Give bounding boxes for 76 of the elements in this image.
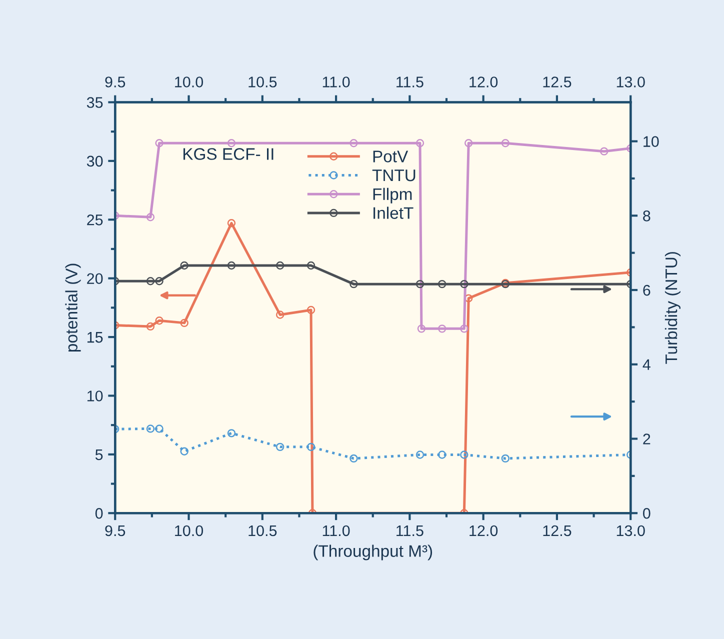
point: [146, 276, 155, 286]
point: [180, 261, 188, 270]
y-tick-label: 35: [86, 97, 103, 108]
point: [155, 316, 164, 325]
y2-tick-label: 10: [644, 136, 659, 147]
y2-tick-label: 8: [643, 210, 650, 222]
point: [438, 324, 446, 333]
legend-label: InletT: [374, 206, 414, 219]
x-tick-label: 13.0: [616, 525, 645, 536]
y-tick-label: 20: [87, 273, 103, 284]
x-tick-label: 9.5: [105, 525, 126, 536]
x2-tick-label: 11.5: [396, 76, 424, 88]
x-tick-label: 10.5: [248, 525, 277, 536]
y-tick-label: 25: [87, 214, 103, 226]
y-tick-label: 5: [95, 449, 103, 460]
point: [306, 261, 316, 270]
point: [460, 324, 468, 333]
y-tick-label: 10: [87, 390, 103, 402]
x2-tick-label: 12.5: [543, 76, 572, 88]
y2-tick-label: 4: [642, 359, 650, 370]
y-tick-label: 15: [87, 332, 103, 343]
point: [350, 139, 358, 148]
point: [276, 261, 284, 270]
point: [460, 280, 468, 288]
point: [438, 280, 446, 288]
point: [227, 261, 236, 270]
y2-tick-label: 6: [643, 284, 650, 296]
point: [146, 424, 155, 433]
point: [460, 450, 468, 459]
y2-tick-label: 2: [643, 434, 650, 444]
legend-label: Fllpm: [373, 188, 412, 204]
x2-tick-label: 13.0: [616, 76, 645, 88]
x-axis-title: (Throughput M³): [314, 544, 432, 560]
y2-tick-label: 0: [643, 508, 650, 519]
point: [146, 322, 155, 331]
legend-label: PotV: [373, 150, 408, 162]
x2-tick-label: 10.5: [248, 76, 277, 88]
point: [180, 318, 188, 328]
x2-tick-label: 9.5: [105, 76, 126, 88]
point: [464, 139, 473, 148]
point: [227, 139, 236, 148]
legend-label: TNTU: [372, 170, 416, 182]
point: [501, 454, 510, 463]
point: [155, 424, 164, 433]
y-tick-label: 30: [86, 156, 103, 167]
point: [306, 306, 316, 314]
x-tick-label: 10.0: [175, 525, 204, 536]
point: [416, 450, 424, 459]
x-tick-label: 11.5: [396, 525, 424, 536]
point: [600, 147, 608, 156]
point: [155, 276, 164, 286]
point: [438, 450, 446, 459]
point: [227, 429, 236, 438]
point: [180, 447, 188, 456]
point: [350, 280, 358, 288]
point: [155, 139, 164, 148]
point: [416, 139, 424, 148]
x2-tick-label: 11.0: [322, 76, 350, 88]
point: [350, 454, 358, 463]
y-axis-title: potential (V): [65, 264, 81, 352]
point: [146, 213, 155, 222]
y2-axis-title: Turbidity (NTU): [664, 252, 680, 364]
point: [227, 219, 236, 228]
point: [276, 310, 284, 319]
x2-tick-label: 10.0: [175, 76, 204, 88]
x-tick-label: 12.0: [470, 525, 498, 536]
y-tick-label: 0: [95, 508, 103, 519]
annotation: KGS ECF- II: [183, 148, 274, 160]
x-tick-label: 11.0: [322, 525, 350, 536]
point: [416, 280, 424, 288]
x-tick-label: 12.5: [543, 525, 572, 536]
x2-tick-label: 12.0: [470, 76, 498, 88]
point: [306, 442, 316, 452]
point: [417, 324, 426, 333]
point: [501, 139, 510, 148]
point: [276, 442, 284, 452]
